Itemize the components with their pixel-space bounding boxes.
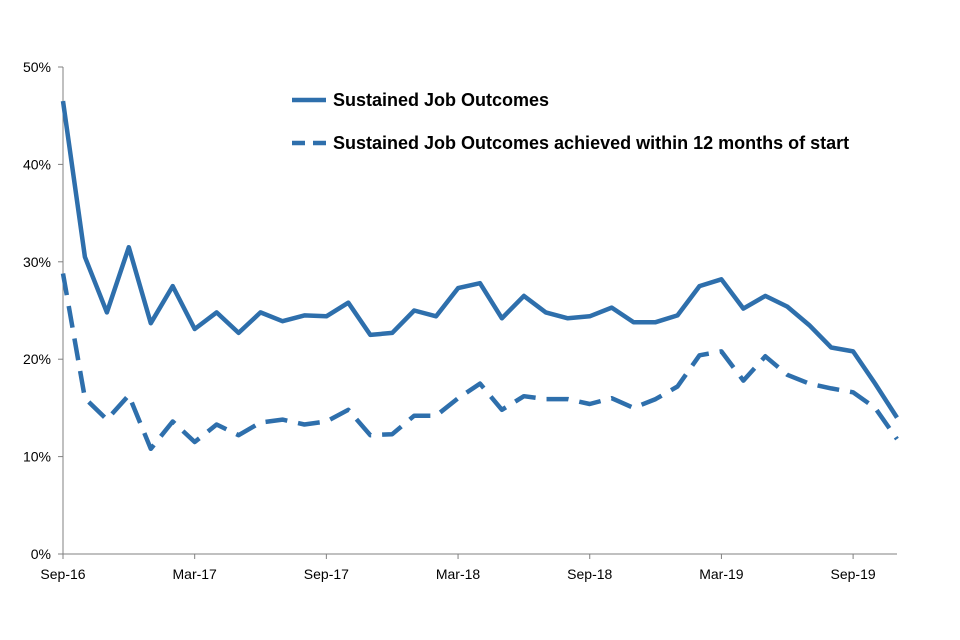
y-tick-label: 50%	[23, 59, 51, 75]
series-layer	[60, 100, 899, 452]
y-tick-label: 10%	[23, 449, 51, 465]
legend: Sustained Job Outcomes Sustained Job Outc…	[292, 90, 849, 153]
x-tick-label: Sep-17	[304, 566, 349, 582]
x-tick-label: Mar-19	[699, 566, 744, 582]
y-tick-label: 20%	[23, 351, 51, 367]
legend-label: Sustained Job Outcomes achieved within 1…	[333, 133, 849, 153]
x-tick-label: Sep-18	[567, 566, 612, 582]
series-line-within-12-months	[60, 273, 899, 452]
x-axis-ticks: Sep-16 Mar-17 Sep-17 Mar-18 Sep-18 Mar-19 Sep-…	[40, 554, 876, 582]
x-tick-label: Sep-19	[831, 566, 876, 582]
y-tick-label: 30%	[23, 254, 51, 270]
series-line-sustained-job-outcomes	[60, 100, 899, 419]
y-tick-label: 40%	[23, 156, 51, 172]
legend-label: Sustained Job Outcomes	[333, 90, 549, 110]
x-tick-label: Sep-16	[40, 566, 85, 582]
x-tick-label: Mar-17	[173, 566, 218, 582]
y-tick-label: 0%	[31, 546, 51, 562]
x-tick-label: Mar-18	[436, 566, 481, 582]
y-axis-ticks: 0% 10% 20% 30% 40% 50%	[23, 59, 63, 562]
